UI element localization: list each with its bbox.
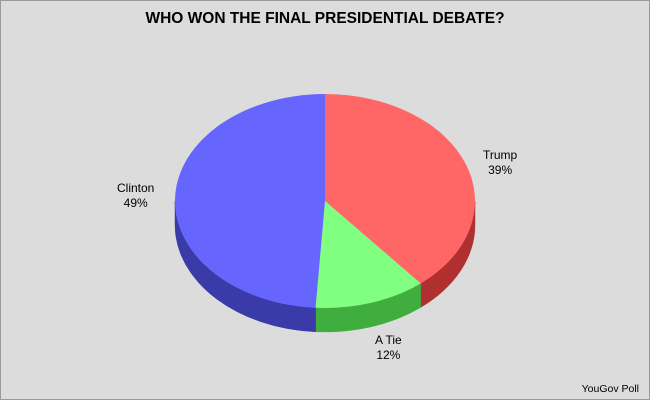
slice-name-clinton: Clinton (117, 181, 155, 195)
slice-a-tie (315, 201, 421, 308)
source-note: YouGov Poll (581, 383, 639, 395)
slice-name-tie: A Tie (375, 333, 402, 347)
slice-value-tie: 12% (376, 348, 401, 362)
slice-trump (325, 94, 476, 284)
slice-label-clinton: Clinton 49% (117, 181, 154, 211)
slice-value-clinton: 49% (123, 196, 148, 210)
slice-value-trump: 39% (488, 163, 513, 177)
slice-clinton (175, 94, 325, 308)
slice-label-trump: Trump 39% (483, 148, 517, 178)
slice-name-trump: Trump (483, 148, 518, 162)
chart-title: WHO WON THE FINAL PRESIDENTIAL DEBATE? (145, 10, 505, 27)
slice-label-tie: A Tie 12% (375, 333, 402, 363)
